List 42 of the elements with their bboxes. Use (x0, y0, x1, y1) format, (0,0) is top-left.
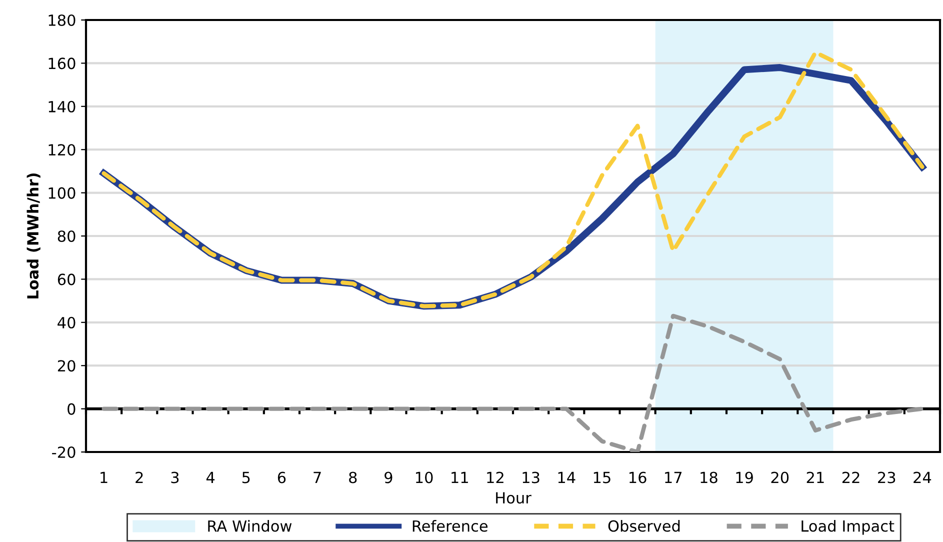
y-tick-label: 100 (48, 187, 76, 199)
x-tick-label: 23 (878, 472, 896, 484)
x-tick-label: 17 (665, 472, 682, 484)
y-tick-label: 160 (48, 58, 76, 70)
x-tick-label: 11 (452, 472, 468, 484)
legend-label: Load Impact (802, 520, 894, 535)
x-tick-label: 16 (630, 472, 646, 484)
x-tick-label: 1 (100, 472, 108, 484)
x-tick-label: 15 (594, 472, 610, 484)
y-tick-label: -20 (52, 446, 76, 458)
x-tick-label: 10 (416, 472, 433, 484)
y-tick-label: 40 (58, 316, 76, 328)
x-tick-label: 8 (349, 472, 357, 484)
y-axis-title: Load (MWh/hr) (26, 173, 40, 298)
x-tick-label: 9 (384, 472, 392, 484)
x-tick-label: 7 (314, 472, 321, 484)
x-tick-label: 18 (700, 472, 718, 484)
y-tick-label: 180 (48, 14, 76, 26)
legend-label: Observed (608, 520, 680, 532)
y-tick-label: 140 (48, 100, 76, 112)
x-tick-label: 21 (806, 472, 824, 484)
y-tick-label: 60 (58, 274, 76, 286)
x-tick-label: 24 (914, 472, 932, 484)
x-tick-label: 2 (136, 472, 143, 484)
legend-label: RA Window (208, 520, 292, 532)
y-tick-label: 120 (48, 144, 76, 156)
y-tick-label: 20 (58, 360, 76, 372)
x-tick-label: 14 (558, 472, 576, 484)
x-tick-label: 20 (771, 472, 789, 484)
line-series (102, 314, 924, 452)
x-tick-label: 6 (278, 472, 286, 484)
legend-label: Reference (412, 520, 488, 532)
y-tick-label: 0 (68, 403, 76, 415)
x-axis-title: Hour (496, 492, 532, 504)
y-tick-label: 80 (58, 230, 76, 242)
x-tick-label: 12 (487, 472, 504, 484)
x-tick-label: 4 (206, 472, 215, 484)
x-tick-label: 5 (242, 472, 250, 484)
x-tick-label: 13 (522, 472, 540, 484)
x-tick-label: 3 (171, 472, 179, 484)
x-tick-label: 19 (736, 472, 753, 484)
x-tick-label: 22 (842, 472, 860, 484)
